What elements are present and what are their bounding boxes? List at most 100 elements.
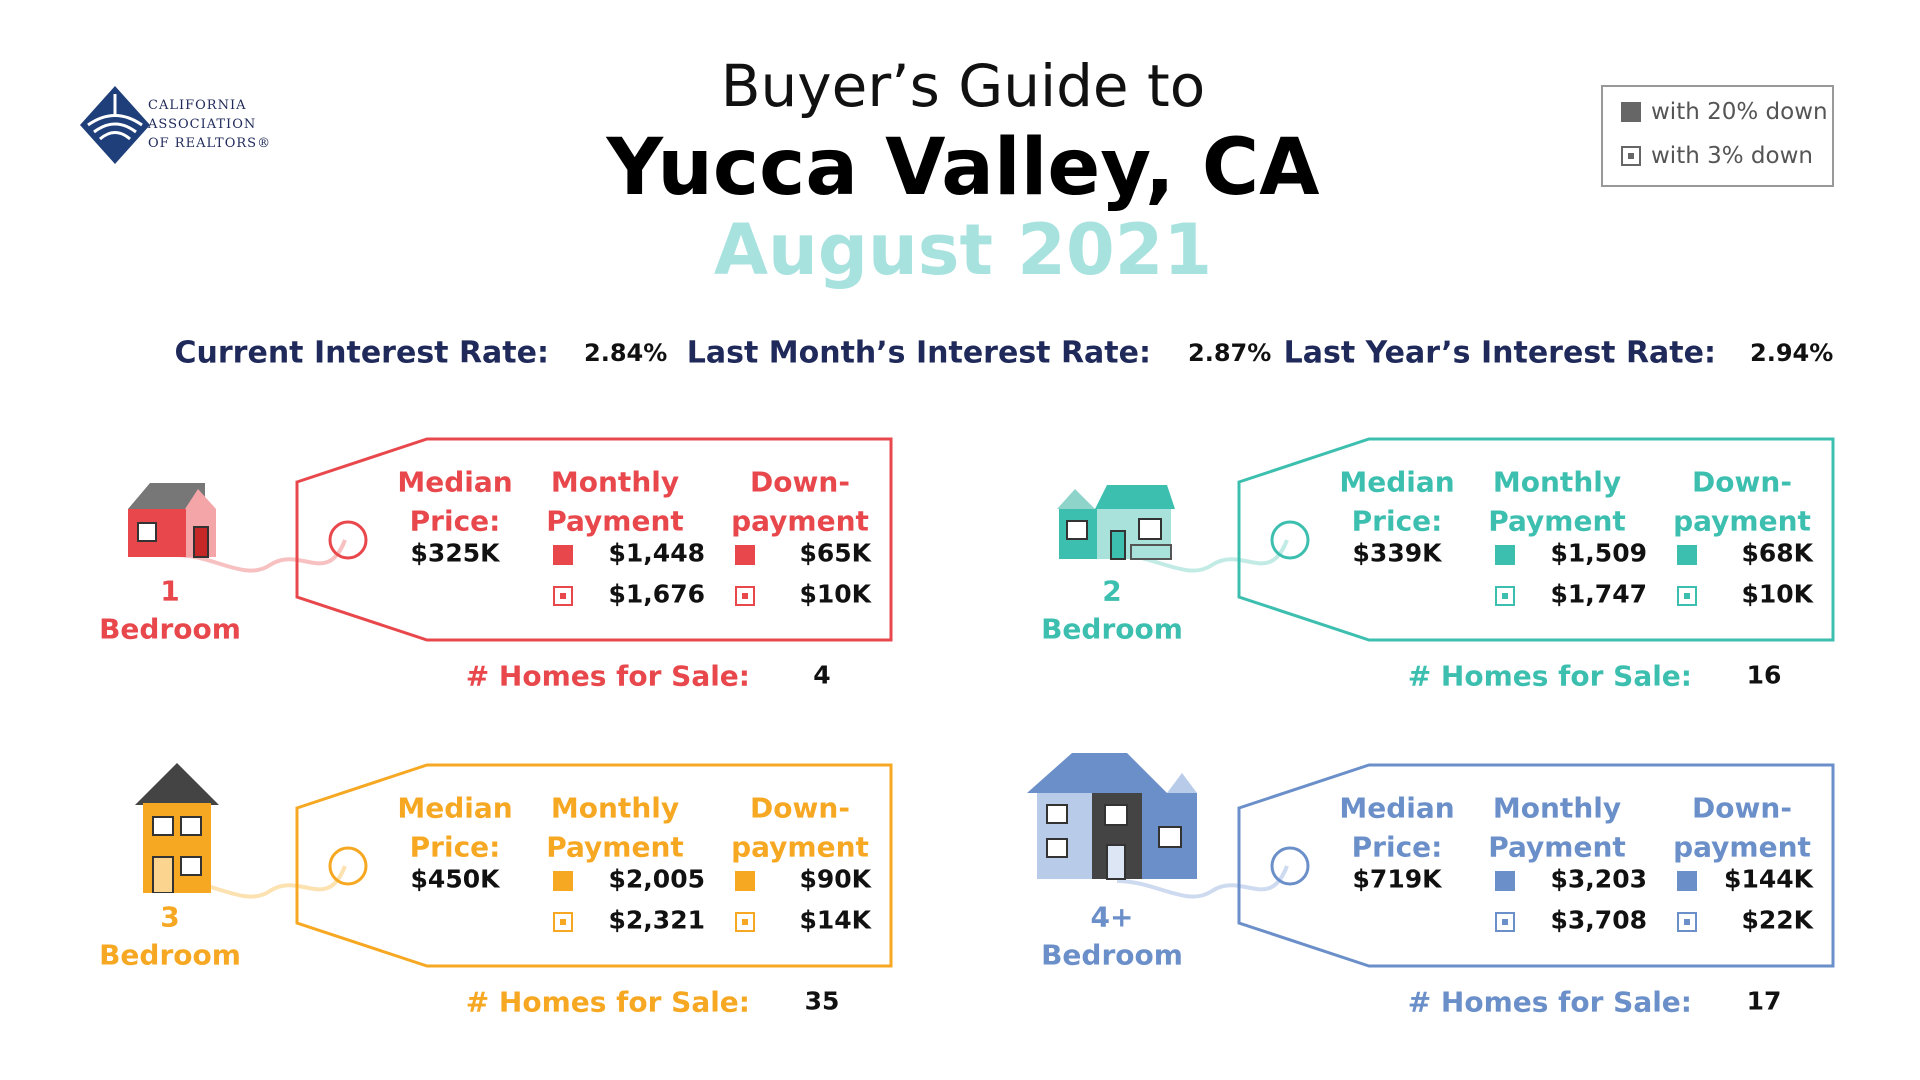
down-payment: $14K — [799, 905, 871, 935]
tag-shape — [1116, 763, 1835, 968]
column-header: Payment — [546, 830, 684, 864]
column-header: Down- — [1692, 791, 1792, 825]
column-header: Monthly — [550, 791, 680, 825]
swatch — [553, 545, 573, 565]
rate-value: 2.87% — [1188, 339, 1272, 367]
logo: CALIFORNIA ASSOCIATION OF REALTORS® — [80, 86, 270, 168]
column-header: Monthly — [550, 465, 680, 499]
down-payment: $65K — [799, 538, 871, 568]
legend-label: with 3% down — [1651, 143, 1813, 169]
swatch — [553, 586, 573, 606]
monthly-payment: $1,509 — [1550, 538, 1647, 568]
bedroom-label: Bedroom — [99, 612, 241, 646]
homes-count: 35 — [804, 986, 840, 1016]
column-header: payment — [1673, 504, 1811, 538]
price-card: 4+ Bedroom Median Price: Monthly Payment Down-… — [1007, 753, 1837, 1053]
swatch — [735, 871, 755, 891]
column-header: Monthly — [1492, 465, 1622, 499]
swatch — [735, 586, 755, 606]
bedroom-label: Bedroom — [1041, 612, 1183, 646]
tag-shape — [174, 437, 893, 642]
column-header: Price: — [409, 504, 501, 538]
column-header: Down- — [1692, 465, 1792, 499]
column-header: Price: — [409, 830, 501, 864]
homes-count: 4 — [813, 660, 831, 690]
homes-label: # Homes for Sale: — [1407, 659, 1692, 693]
swatch — [553, 871, 573, 891]
title-line: Buyer’s Guide to — [720, 52, 1206, 120]
logo-text: ASSOCIATION — [148, 117, 257, 132]
swatch — [1495, 871, 1515, 891]
homes-label: # Homes for Sale: — [465, 985, 750, 1019]
monthly-payment: $1,448 — [608, 538, 705, 568]
swatch — [1495, 586, 1515, 606]
bedroom-label: Bedroom — [1041, 938, 1183, 972]
bedroom-count: 2 — [1102, 574, 1122, 608]
median-price: $450K — [410, 864, 500, 894]
logo-text: CALIFORNIA — [148, 98, 247, 113]
swatch — [735, 545, 755, 565]
column-header: Median — [1339, 465, 1455, 499]
column-header: Down- — [750, 791, 850, 825]
swatch — [1677, 545, 1697, 565]
rate-label: Current Interest Rate: — [174, 335, 549, 371]
column-header: Payment — [546, 504, 684, 538]
monthly-payment: $1,676 — [608, 579, 705, 609]
column-header: payment — [731, 830, 869, 864]
column-header: Down- — [750, 465, 850, 499]
column-header: Payment — [1488, 504, 1626, 538]
rate-value: 2.94% — [1750, 339, 1834, 367]
tag-shape — [1116, 437, 1835, 642]
column-header: Median — [397, 791, 513, 825]
house-icon — [1027, 753, 1197, 880]
homes-count: 17 — [1746, 986, 1782, 1016]
monthly-payment: $2,321 — [608, 905, 705, 935]
down-payment: $90K — [799, 864, 871, 894]
bedroom-count: 1 — [160, 574, 180, 608]
down-payment: $22K — [1741, 905, 1813, 935]
homes-count: 16 — [1746, 660, 1782, 690]
median-price: $719K — [1352, 864, 1442, 894]
down-payment: $10K — [799, 579, 871, 609]
median-price: $339K — [1352, 538, 1442, 568]
logo-mark — [80, 86, 150, 164]
swatch — [1677, 871, 1697, 891]
column-header: Price: — [1351, 504, 1443, 538]
logo-text: OF REALTORS® — [148, 136, 272, 151]
homes-label: # Homes for Sale: — [465, 659, 750, 693]
price-card: 3 Bedroom Median Price: Monthly Payment Down-p… — [65, 763, 895, 1053]
rate-value: 2.84% — [584, 339, 668, 367]
monthly-payment: $2,005 — [608, 864, 705, 894]
monthly-payment: $1,747 — [1550, 579, 1647, 609]
column-header: Price: — [1351, 830, 1443, 864]
legend-swatch — [1621, 146, 1641, 166]
column-header: Median — [397, 465, 513, 499]
swatch — [735, 912, 755, 932]
legend-label: with 20% down — [1651, 99, 1828, 125]
swatch — [1495, 545, 1515, 565]
bedroom-count: 3 — [160, 900, 180, 934]
bedroom-label: Bedroom — [99, 938, 241, 972]
swatch — [1677, 912, 1697, 932]
monthly-payment: $3,203 — [1550, 864, 1647, 894]
title-city: Yucca Valley, CA — [606, 123, 1320, 213]
legend-swatch — [1621, 102, 1641, 122]
swatch — [1677, 586, 1697, 606]
homes-label: # Homes for Sale: — [1407, 985, 1692, 1019]
house-icon — [135, 763, 219, 893]
column-header: Monthly — [1492, 791, 1622, 825]
house-icon — [1057, 485, 1175, 560]
down-payment: $144K — [1724, 864, 1813, 894]
swatch — [553, 912, 573, 932]
price-card: 1 Bedroom Median Price: Monthly Payment Down-p… — [65, 437, 895, 727]
column-header: payment — [1673, 830, 1811, 864]
rate-label: Last Month’s Interest Rate: — [686, 335, 1151, 371]
column-header: payment — [731, 504, 869, 538]
down-payment: $68K — [1741, 538, 1813, 568]
column-header: Payment — [1488, 830, 1626, 864]
column-header: Median — [1339, 791, 1455, 825]
median-price: $325K — [410, 538, 500, 568]
monthly-payment: $3,708 — [1550, 905, 1647, 935]
house-icon — [128, 483, 216, 558]
